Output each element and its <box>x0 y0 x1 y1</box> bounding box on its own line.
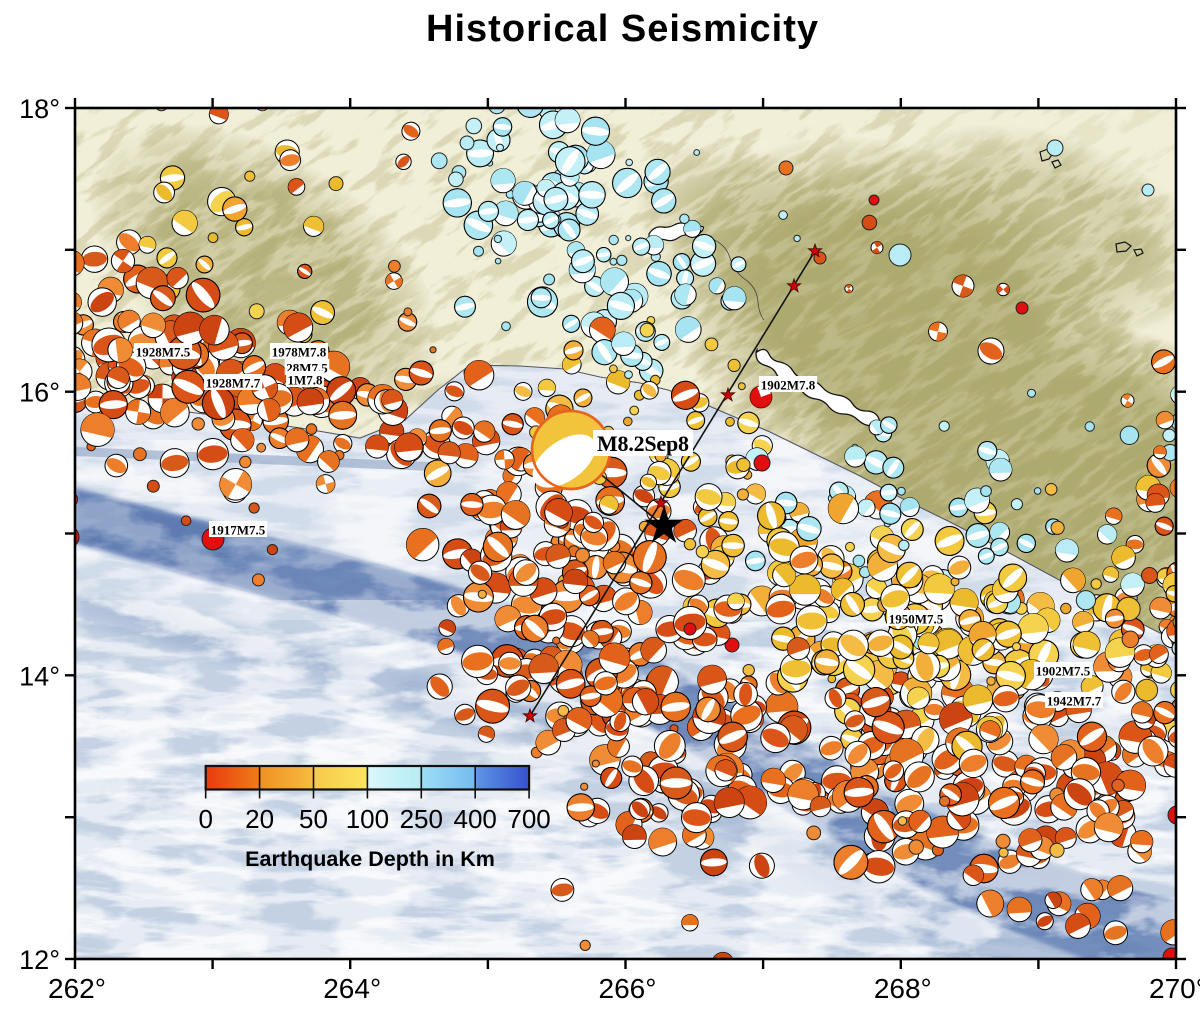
svg-text:12°: 12° <box>19 945 60 975</box>
svg-text:1928M7.5: 1928M7.5 <box>136 345 191 360</box>
svg-text:0: 0 <box>198 804 212 834</box>
svg-text:14°: 14° <box>19 661 60 691</box>
svg-text:20: 20 <box>245 804 274 834</box>
svg-text:1978M7.8: 1978M7.8 <box>272 345 327 360</box>
svg-text:1928M7.7: 1928M7.7 <box>206 376 261 391</box>
svg-text:1942M7.7: 1942M7.7 <box>1047 694 1102 709</box>
svg-text:250: 250 <box>400 804 443 834</box>
svg-text:Historical Seismicity: Historical Seismicity <box>426 8 818 50</box>
svg-text:100: 100 <box>346 804 389 834</box>
svg-text:Earthquake Depth in Km: Earthquake Depth in Km <box>245 847 495 871</box>
svg-text:1950M7.5: 1950M7.5 <box>889 612 944 627</box>
svg-text:266°: 266° <box>599 973 657 1004</box>
svg-text:M8.2Sep8: M8.2Sep8 <box>597 431 689 456</box>
svg-text:1M7.8: 1M7.8 <box>287 373 323 388</box>
svg-text:1902M7.5: 1902M7.5 <box>1036 664 1091 679</box>
svg-text:16°: 16° <box>19 378 60 408</box>
svg-text:1902M7.8: 1902M7.8 <box>761 378 816 393</box>
svg-text:264°: 264° <box>323 973 381 1004</box>
svg-text:18°: 18° <box>19 94 60 124</box>
svg-text:262°: 262° <box>48 973 106 1004</box>
svg-text:268°: 268° <box>874 973 932 1004</box>
svg-text:400: 400 <box>454 804 497 834</box>
svg-text:50: 50 <box>299 804 328 834</box>
svg-text:1917M7.5: 1917M7.5 <box>211 523 266 538</box>
svg-text:700: 700 <box>507 804 550 834</box>
svg-text:270°: 270° <box>1149 973 1200 1004</box>
